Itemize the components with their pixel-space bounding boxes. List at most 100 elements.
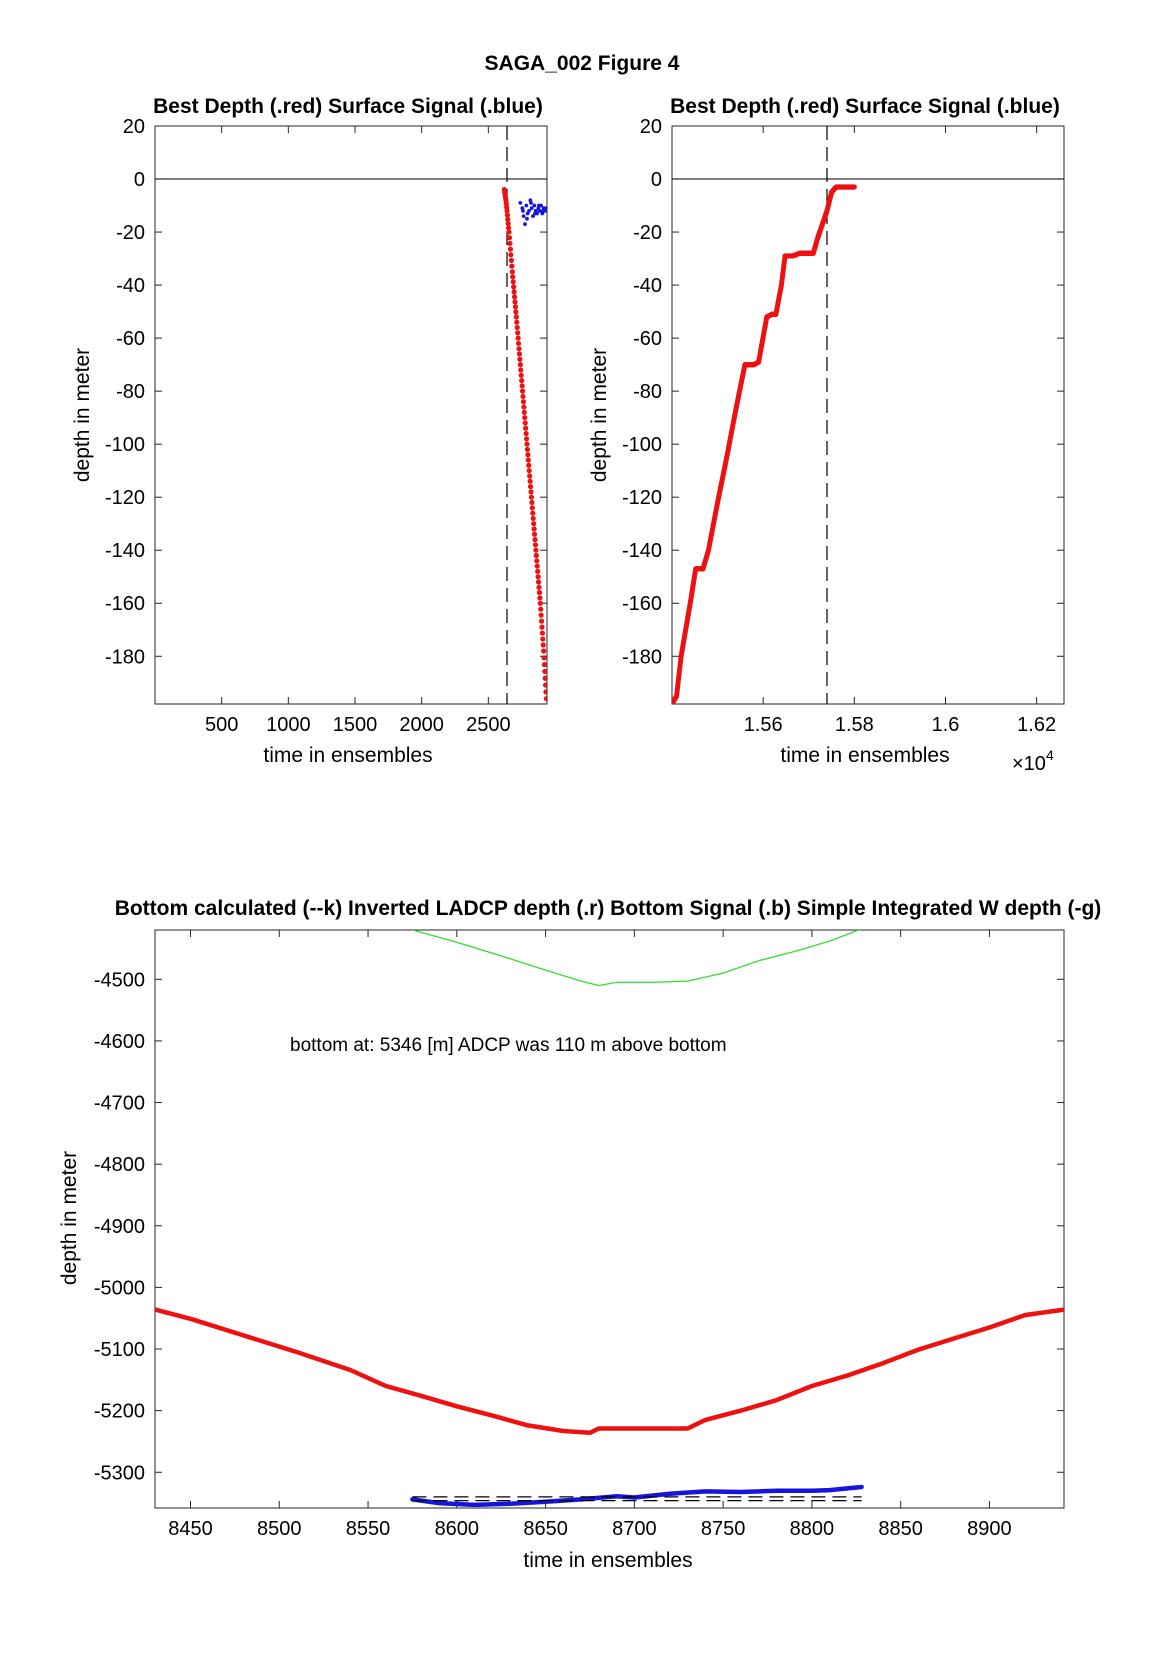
- red-data-point: [514, 324, 520, 331]
- x-tick-label: 8550: [346, 1518, 391, 1540]
- y-tick-label: -20: [116, 222, 145, 244]
- red-data-point: [524, 446, 531, 453]
- panel-3-axes: Bottom calculated (--k) Inverted LADCP d…: [58, 897, 1101, 1572]
- red-data-point: [507, 246, 514, 252]
- red-data-point: [536, 584, 542, 590]
- red-data-point: [521, 404, 527, 410]
- red-data-point: [511, 289, 517, 295]
- panel-2-title: Best Depth (.red) Surface Signal (.blue): [670, 95, 1060, 118]
- axes-frame: [154, 929, 1065, 1509]
- blue-data-point: [532, 203, 537, 208]
- red-data-point: [543, 696, 547, 702]
- red-data-point: [519, 388, 526, 394]
- red-data-point: [526, 468, 532, 474]
- y-tick-label: -4800: [94, 1154, 145, 1176]
- red-data-point: [525, 457, 531, 463]
- red-data-point: [521, 409, 527, 415]
- red-data-point: [531, 531, 538, 537]
- red-data-point: [531, 526, 537, 532]
- red-data-point: [504, 208, 510, 214]
- blue-data-point: [541, 208, 545, 213]
- panel-2-xlabel: time in ensembles: [780, 744, 949, 767]
- red-data-point: [534, 563, 540, 569]
- y-tick-label: -5000: [94, 1277, 145, 1299]
- blue-data-point: [533, 211, 537, 216]
- red-data-point: [532, 537, 538, 543]
- red-data-point: [527, 473, 533, 479]
- red-data-point: [518, 372, 524, 378]
- panel-2-axes: Best Depth (.red) Surface Signal (.blue)…: [588, 95, 1065, 775]
- y-tick-label: -80: [116, 381, 145, 403]
- red-data-point: [537, 600, 543, 606]
- x-tick-label: 1000: [266, 714, 311, 736]
- y-tick-label: -140: [105, 540, 145, 562]
- y-tick-label: -140: [622, 540, 662, 562]
- red-data-point: [510, 279, 516, 285]
- red-data-point: [507, 240, 513, 247]
- y-tick-label: -20: [633, 222, 662, 244]
- figure-suptitle: SAGA_002 Figure 4: [485, 52, 680, 75]
- axes-frame: [154, 125, 548, 705]
- red-data-point: [509, 269, 515, 275]
- x-tick-label: 8700: [612, 1518, 657, 1540]
- red-data-point: [529, 499, 535, 506]
- inverted-ladcp-depth-line: [155, 1307, 1064, 1436]
- red-data-point: [540, 642, 546, 648]
- y-tick-label: -80: [633, 381, 662, 403]
- blue-data-point: [525, 216, 529, 221]
- y-tick-label: -5100: [94, 1339, 145, 1361]
- x-tick-label: 8650: [523, 1518, 568, 1540]
- integrated-w-depth-line: [412, 930, 861, 987]
- plot-area: [155, 930, 1064, 1508]
- red-data-point: [527, 483, 534, 490]
- blue-data-point: [531, 214, 535, 219]
- y-tick-label: -4500: [94, 969, 145, 991]
- red-data-point: [511, 294, 518, 300]
- panel-1-title: Best Depth (.red) Surface Signal (.blue): [153, 95, 543, 118]
- blue-data-point: [521, 208, 525, 213]
- x-tick-label: 8600: [435, 1518, 480, 1540]
- x-tick-label: 8500: [257, 1518, 302, 1540]
- red-data-point: [520, 399, 527, 405]
- red-data-point: [505, 216, 511, 222]
- red-data-point: [533, 552, 539, 559]
- red-data-point: [541, 648, 547, 654]
- red-data-point: [538, 618, 545, 624]
- y-tick-label: -160: [105, 593, 145, 615]
- red-data-point: [535, 568, 541, 575]
- red-data-point: [539, 624, 545, 630]
- x-tick-label: 1500: [333, 714, 378, 736]
- panel-1-axes: Best Depth (.red) Surface Signal (.blue)…: [71, 95, 548, 767]
- panel-3-title: Bottom calculated (--k) Inverted LADCP d…: [115, 897, 1102, 920]
- red-data-point: [522, 420, 528, 426]
- red-data-point: [515, 340, 522, 347]
- y-tick-label: 20: [640, 116, 662, 138]
- axes-frame: [671, 125, 1065, 705]
- panel-2-ylabel: depth in meter: [588, 348, 611, 482]
- red-data-point: [527, 478, 533, 484]
- x-tick-label: 8750: [701, 1518, 746, 1540]
- red-data-point: [506, 235, 513, 241]
- red-data-point: [516, 351, 523, 357]
- y-tick-label: 0: [134, 169, 145, 191]
- red-data-point: [528, 489, 534, 495]
- red-data-point: [518, 367, 524, 373]
- y-tick-label: -180: [622, 646, 662, 668]
- panel-1-xlabel: time in ensembles: [263, 744, 432, 767]
- blue-data-point: [537, 208, 542, 213]
- y-tick-label: -120: [622, 487, 662, 509]
- y-tick-label: -5200: [94, 1401, 145, 1423]
- red-data-point: [540, 636, 546, 642]
- red-data-point: [512, 304, 519, 310]
- x-tick-label: 500: [205, 714, 238, 736]
- red-data-point: [512, 299, 518, 305]
- x-tick-label: 8800: [790, 1518, 835, 1540]
- red-data-point: [538, 606, 544, 612]
- blue-data-point: [523, 222, 527, 227]
- red-data-point: [526, 462, 532, 468]
- red-data-point: [532, 542, 539, 548]
- red-data-point: [535, 579, 542, 585]
- red-data-point: [504, 212, 510, 218]
